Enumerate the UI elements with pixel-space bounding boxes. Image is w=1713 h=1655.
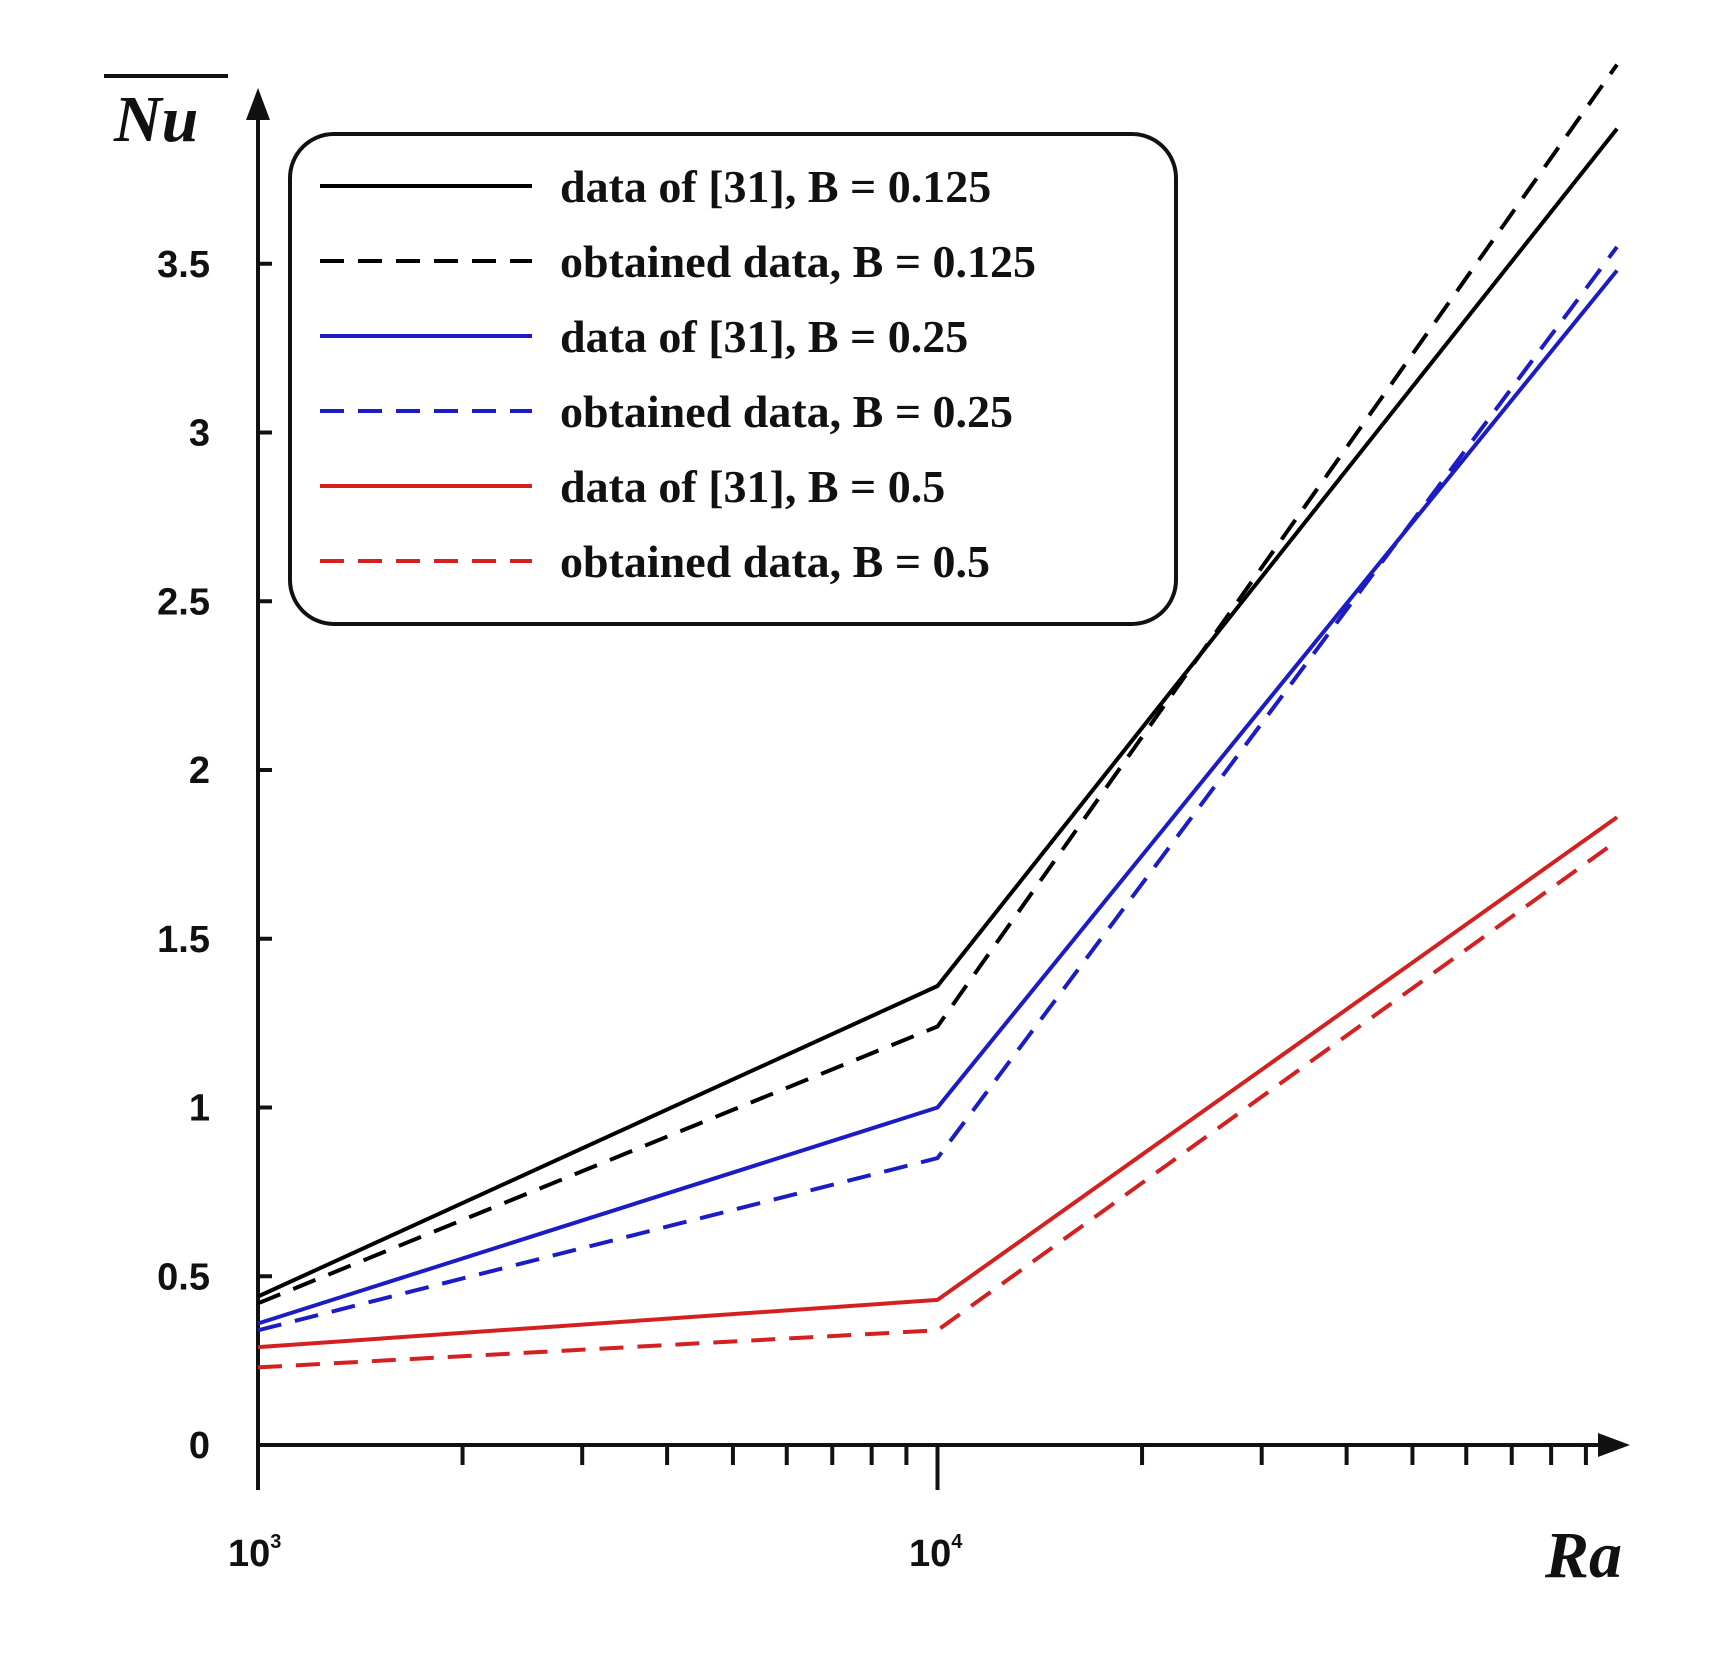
legend-label: data of [31], B = 0.125	[560, 161, 991, 212]
legend-label: obtained data, B = 0.5	[560, 536, 990, 587]
legend-label: data of [31], B = 0.5	[560, 461, 945, 512]
legend-box	[288, 132, 1178, 626]
y-tick-label: 2.5	[157, 581, 210, 623]
series-line	[257, 839, 1619, 1370]
x-tick-label-exp: 4	[951, 1531, 963, 1553]
series-line	[257, 63, 1619, 1306]
y-axis-title: Nu	[113, 83, 198, 156]
series-line	[257, 815, 1619, 1350]
x-tick-label-exp: 3	[270, 1531, 281, 1553]
x-tick-label: 103	[228, 1531, 281, 1575]
y-tick-label: 3.5	[157, 244, 210, 286]
x-axis-arrow	[1598, 1433, 1630, 1457]
y-tick-label: 2	[189, 750, 210, 792]
y-tick-label: 1	[189, 1088, 210, 1130]
series-line	[257, 245, 1619, 1333]
y-tick-label: 1.5	[157, 919, 210, 961]
y-axis-arrow	[246, 88, 270, 120]
y-tick-label: 0.5	[157, 1256, 210, 1298]
x-axis-title: Ra	[1544, 1519, 1622, 1592]
x-tick-label-base: 10	[909, 1533, 951, 1575]
x-tick-label-base: 10	[228, 1533, 270, 1575]
x-tick-labels: 103 104	[228, 1531, 963, 1575]
x-tick-label: 104	[909, 1531, 963, 1575]
legend-label: obtained data, B = 0.125	[560, 236, 1036, 287]
legend-label: obtained data, B = 0.25	[560, 386, 1013, 437]
y-tick-label: 3	[189, 413, 210, 455]
legend-label: data of [31], B = 0.25	[560, 311, 968, 362]
series-line	[257, 127, 1619, 1299]
y-ticks: 0 0.5 1 1.5 2 2.5 3 3.5	[157, 244, 272, 1467]
y-tick-label: 0	[189, 1425, 210, 1467]
legend: data of [31], B = 0.125 obtained data, B …	[288, 132, 1178, 626]
series-group	[257, 63, 1619, 1370]
x-ticks	[256, 1445, 1588, 1490]
